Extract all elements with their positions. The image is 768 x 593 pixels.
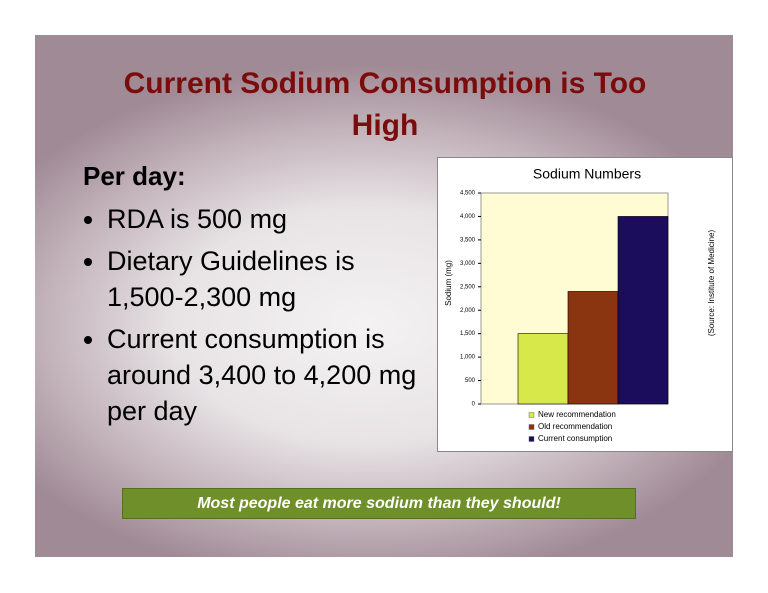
legend-label: New recommendation: [538, 410, 616, 419]
y-tick-label: 1,000: [460, 355, 476, 361]
slide: Current Sodium Consumption is Too High P…: [35, 35, 733, 557]
y-tick-label: 2,000: [460, 308, 476, 314]
bullet-list: RDA is 500 mg Dietary Guidelines is 1,50…: [83, 201, 427, 435]
y-tick-label: 2,500: [460, 284, 476, 290]
y-tick-label: 4,500: [460, 191, 476, 197]
bullet: Current consumption is around 3,400 to 4…: [107, 321, 427, 429]
legend-label: Current consumption: [538, 434, 612, 443]
y-tick-label: 3,000: [460, 261, 476, 267]
chart: Sodium Numbers Sodium (mg) (Source: Inst…: [437, 157, 733, 452]
y-tick-label: 500: [465, 378, 476, 384]
y-tick-label: 3,500: [460, 237, 476, 243]
bar: [517, 333, 569, 405]
y-tick-label: 4,000: [460, 214, 476, 220]
bullet: Dietary Guidelines is 1,500-2,300 mg: [107, 243, 427, 315]
banner: Most people eat more sodium than they sh…: [122, 488, 636, 519]
annotation: (Source: Institute of Medicine): [707, 230, 716, 337]
y-tick-label: 0: [472, 402, 476, 408]
chart-title: Sodium Numbers: [533, 166, 641, 182]
legend-swatch: [528, 424, 535, 430]
bullet: RDA is 500 mg: [107, 201, 427, 237]
heading: Per day:: [83, 161, 186, 191]
y-tick-label: 1,500: [460, 331, 476, 337]
legend-label: Old recommendation: [538, 422, 612, 431]
bar: [567, 291, 619, 405]
slide-title: Current Sodium Consumption is Too High: [123, 67, 647, 142]
legend-swatch: [528, 412, 535, 418]
legend-swatch: [528, 436, 535, 442]
bar: [617, 216, 669, 405]
y-axis-label: Sodium (mg): [444, 260, 453, 306]
